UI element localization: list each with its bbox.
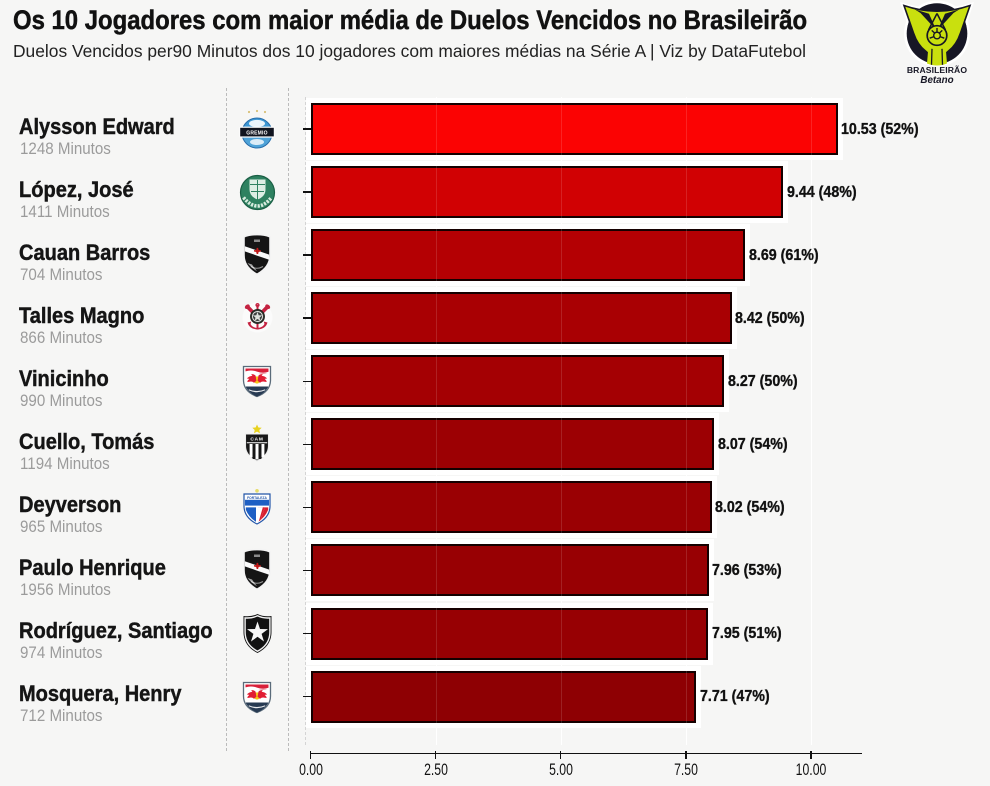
svg-text:CAM: CAM — [250, 437, 263, 443]
svg-text:Betano: Betano — [920, 75, 953, 86]
svg-text:BRASILEIRÃO: BRASILEIRÃO — [907, 65, 968, 75]
svg-text:FORTALEZA: FORTALEZA — [247, 496, 267, 500]
svg-text:GREMIO: GREMIO — [246, 130, 267, 136]
